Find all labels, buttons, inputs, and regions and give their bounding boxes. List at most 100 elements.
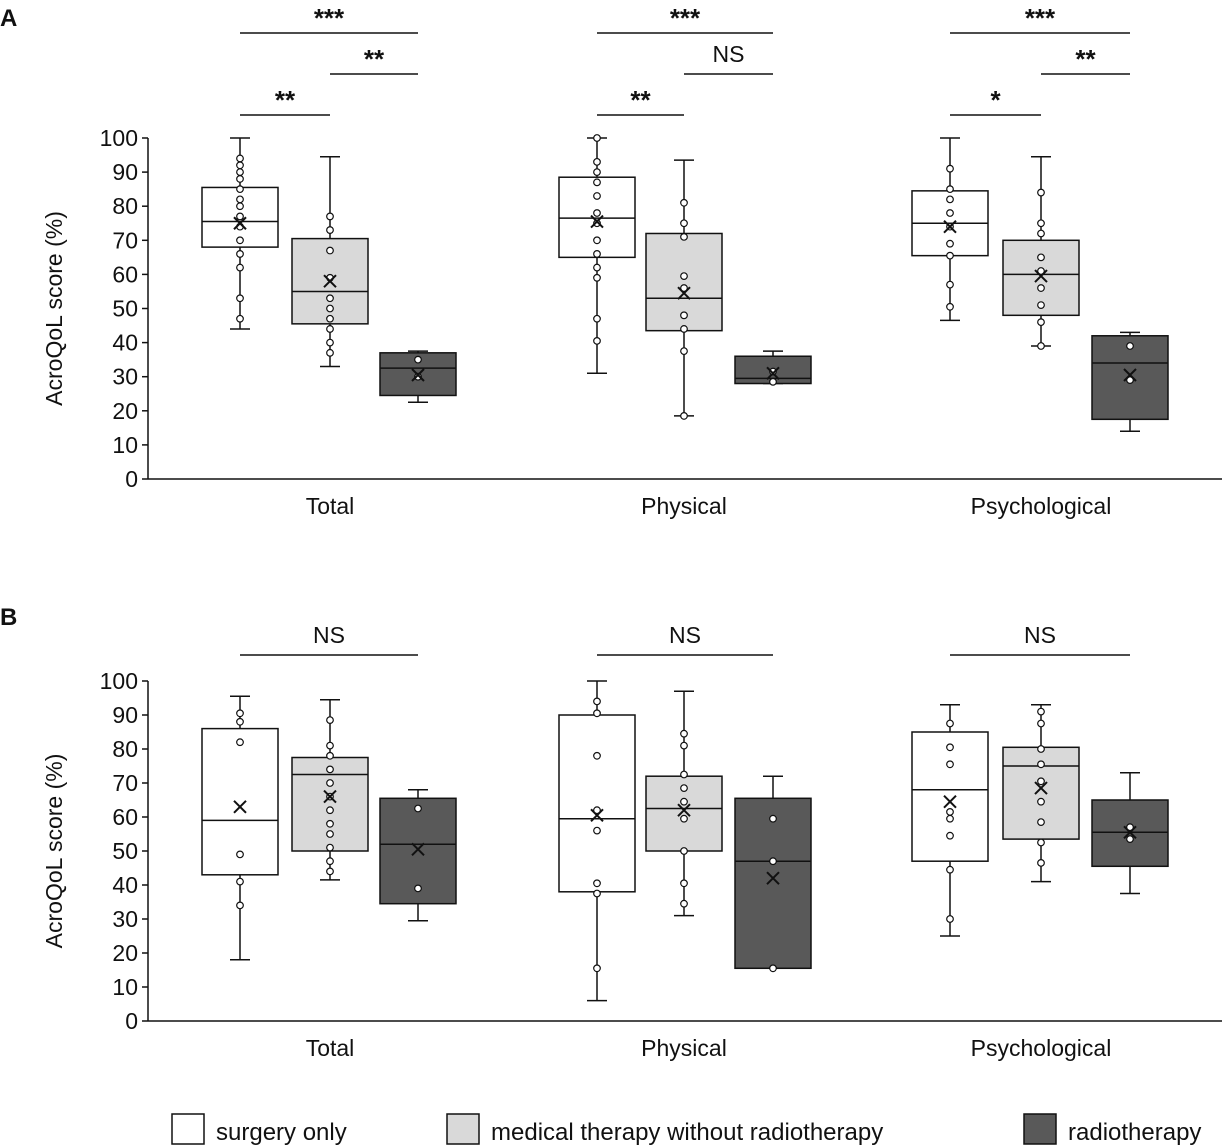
data-point — [414, 372, 422, 381]
group-total: Total******* — [201, 3, 457, 519]
y-axis-label: AcroQoL score (%) — [41, 754, 67, 949]
data-point — [326, 751, 334, 760]
data-point — [1126, 342, 1134, 350]
data-point — [680, 232, 688, 241]
data-point — [1037, 719, 1045, 728]
box-medical-therapy-without-radiotherapy — [645, 159, 723, 420]
data-point — [593, 157, 601, 166]
panel-letter: A — [0, 5, 17, 32]
data-point — [414, 804, 422, 813]
data-point — [1037, 745, 1045, 753]
y-tick-label: 60 — [112, 261, 138, 287]
y-tick-label: 0 — [125, 466, 138, 492]
mean-marker — [1123, 368, 1137, 382]
significance-label: *** — [670, 3, 701, 33]
mean-marker — [677, 286, 691, 300]
legend-swatch — [446, 1113, 480, 1145]
data-point — [326, 716, 334, 724]
group-physical: Physical *** NS ** — [558, 3, 812, 519]
mean-marker — [1034, 269, 1048, 283]
significance-label: ** — [275, 85, 296, 115]
data-point — [326, 246, 334, 255]
data-point — [236, 717, 244, 726]
mean-marker — [943, 219, 957, 234]
data-point — [593, 250, 601, 258]
box-surgery-only — [558, 680, 636, 1002]
y-tick-label: 30 — [112, 364, 138, 390]
significance-label: ** — [630, 85, 651, 115]
box-medical-therapy-without-radiotherapy — [291, 698, 369, 881]
data-point — [414, 355, 422, 364]
mean-marker-stroke — [1034, 269, 1048, 283]
data-point — [326, 325, 334, 333]
data-point — [946, 743, 954, 752]
data-point — [769, 814, 777, 823]
mean-marker-stroke — [590, 808, 604, 823]
box-iqr — [911, 731, 989, 862]
data-point — [1037, 838, 1045, 847]
y-tick-label: 80 — [112, 736, 138, 762]
panel-letter: B — [0, 604, 17, 631]
legend-label: radiotherapy — [1068, 1119, 1201, 1146]
data-point — [1037, 342, 1045, 350]
data-point — [680, 219, 688, 228]
mean-marker — [590, 214, 604, 229]
data-point — [769, 857, 777, 866]
data-point — [593, 134, 601, 142]
y-tick-label: 40 — [112, 872, 138, 898]
y-tick-label: 0 — [125, 1008, 138, 1034]
mean-marker — [233, 800, 247, 814]
data-point — [593, 219, 601, 228]
data-point — [1126, 823, 1134, 832]
data-point — [680, 797, 688, 806]
y-tick-label: 40 — [112, 330, 138, 356]
category-label: Psychological — [971, 1035, 1112, 1061]
data-point — [326, 294, 334, 303]
box-radiotherapy — [379, 350, 457, 404]
category-label: Total — [306, 493, 355, 519]
mean-marker-stroke — [323, 274, 337, 288]
data-point — [593, 236, 601, 245]
data-point — [326, 338, 334, 347]
category-label: Psychological — [971, 493, 1112, 519]
box-iqr — [558, 176, 636, 259]
data-point — [593, 168, 601, 177]
data-point — [1037, 859, 1045, 867]
box-iqr — [558, 714, 636, 893]
data-point — [680, 899, 688, 908]
data-point — [236, 877, 244, 886]
significance-label: *** — [1025, 3, 1056, 33]
mean-marker-stroke — [1034, 781, 1048, 795]
data-point — [946, 865, 954, 874]
data-point — [1037, 760, 1045, 769]
data-point — [680, 770, 688, 779]
data-point — [593, 806, 601, 815]
data-point — [326, 741, 334, 750]
group-psychological: Psychological NS — [911, 622, 1169, 1061]
data-point — [680, 198, 688, 207]
data-point — [326, 314, 334, 323]
box-surgery-only — [201, 137, 279, 330]
group-physical: Physical NS — [558, 622, 812, 1061]
box-medical-therapy-without-radiotherapy — [291, 156, 369, 368]
y-tick-label: 50 — [112, 296, 138, 322]
box-radiotherapy — [379, 789, 457, 922]
data-point — [593, 192, 601, 200]
data-point — [236, 236, 244, 245]
mean-marker-stroke — [233, 216, 247, 230]
mean-marker — [766, 366, 780, 380]
data-point — [593, 209, 601, 217]
y-tick-label: 90 — [112, 159, 138, 185]
box-surgery-only — [558, 134, 636, 375]
box-iqr — [201, 727, 279, 876]
legend-item: medical therapy without radiotherapy — [446, 1113, 883, 1146]
data-point — [1037, 284, 1045, 292]
data-point — [946, 185, 954, 194]
mean-marker — [1034, 781, 1048, 795]
significance-label: NS — [1024, 622, 1056, 648]
data-point — [1037, 318, 1045, 327]
box-radiotherapy — [734, 775, 812, 973]
data-point — [769, 367, 777, 376]
data-point — [593, 709, 601, 718]
data-point — [680, 325, 688, 333]
